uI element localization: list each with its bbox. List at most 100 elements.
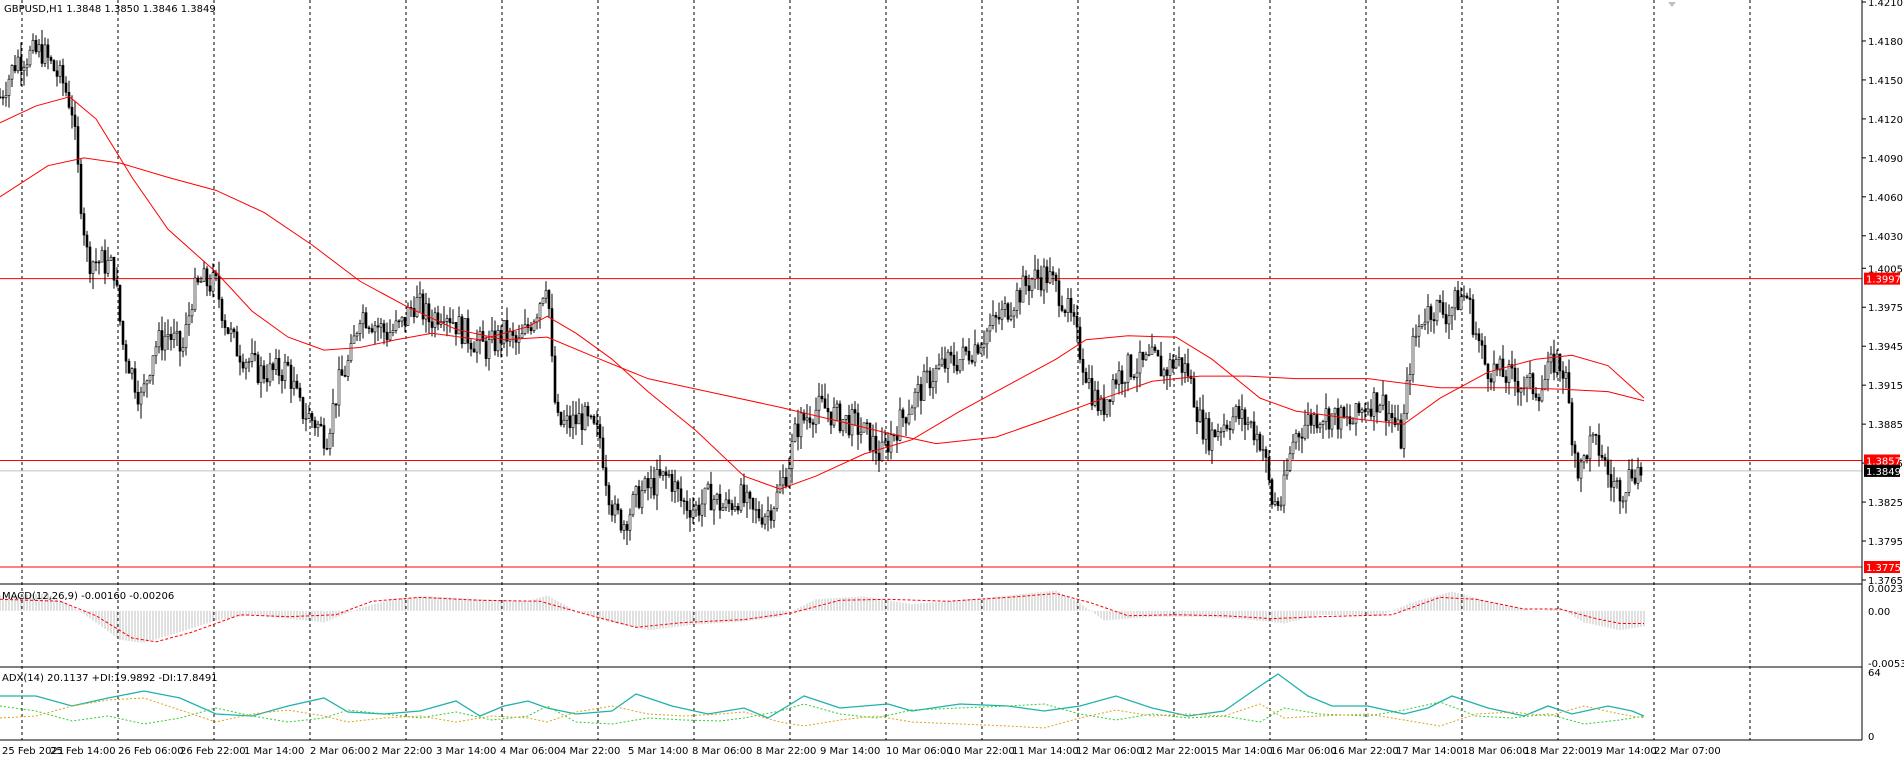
candle-body: [415, 297, 419, 318]
candle-body: [367, 327, 371, 330]
candle-body: [1216, 431, 1220, 438]
candle-body: [661, 471, 665, 476]
candle-body: [1450, 307, 1454, 317]
candle-body: [352, 335, 356, 344]
horizontal-levels[interactable]: [0, 278, 1862, 568]
candle-body: [289, 364, 293, 389]
candle-body: [1114, 379, 1118, 385]
candle-body: [235, 331, 239, 357]
candle-body: [448, 318, 452, 324]
time-tick-label: 22 Mar 07:00: [1654, 746, 1721, 757]
candle-body: [916, 384, 920, 393]
candle-body: [316, 423, 320, 429]
macd-header: MACD(12,26,9) -0.00160 -0.00206: [2, 591, 174, 602]
candle-body: [250, 353, 254, 362]
candle-body: [904, 417, 908, 424]
candle-body: [346, 360, 350, 377]
candle-body: [988, 325, 992, 332]
candle-body: [1126, 354, 1130, 383]
price-tick-label: 1.3795: [1868, 537, 1903, 548]
candle-body: [247, 361, 251, 363]
candle-body: [148, 375, 152, 382]
candle-body: [826, 407, 830, 413]
candle-body: [658, 469, 662, 476]
candle-body: [220, 298, 224, 321]
price-axis[interactable]: 1.4210 1.4180 1.4150 1.4120 1.4090 1.4060 1.40…: [1862, 0, 1904, 743]
candle-body: [1609, 474, 1613, 488]
candle-body: [1531, 373, 1535, 395]
candle-body: [1441, 302, 1445, 315]
candle-body: [1360, 409, 1364, 413]
candle-body: [1033, 269, 1037, 280]
time-tick-label: 1 Mar 14:00: [244, 746, 304, 757]
triangle-down-icon[interactable]: [1668, 2, 1676, 7]
time-tick-label: 2 Mar 06:00: [310, 746, 370, 757]
candle-body: [1567, 372, 1571, 404]
candle-body: [700, 503, 704, 516]
candle-body: [1417, 326, 1421, 337]
candle-body: [1393, 417, 1397, 426]
candle-body: [592, 415, 596, 424]
candle-body: [1399, 419, 1403, 449]
candle-body: [970, 359, 974, 363]
candle-body: [106, 260, 110, 274]
candle-body: [1429, 306, 1433, 320]
candle-body: [1597, 435, 1601, 456]
candle-body: [718, 493, 722, 511]
candle-body: [280, 375, 284, 381]
candle-body: [1243, 409, 1247, 425]
candle-body: [802, 412, 806, 421]
candle-body: [403, 316, 407, 326]
adx-tick-label: 0: [1868, 732, 1874, 743]
candle-body: [1222, 424, 1226, 432]
candle-body: [145, 380, 149, 385]
price-chart-pane[interactable]: GBPUSD,H1 1.3848 1.3850 1.3846 1.3849: [0, 2, 1862, 568]
candle-body: [1327, 408, 1331, 430]
candle-body: [1012, 309, 1016, 317]
candle-body: [1519, 388, 1523, 393]
adx-pane[interactable]: ADX(14) 20.1137 +DI:19.9892 -DI:17.8491: [0, 673, 1645, 729]
candle-body: [1030, 278, 1034, 292]
time-tick-label: 3 Mar 14:00: [436, 746, 496, 757]
macd-tick-label: 0.00: [1868, 607, 1890, 618]
candle-body: [487, 339, 491, 359]
candle-body: [1141, 351, 1145, 361]
candle-body: [319, 423, 323, 426]
candle-body: [871, 435, 875, 451]
candle-body: [1063, 310, 1067, 313]
candle-body: [604, 467, 608, 486]
price-tick-label: 1.3915: [1868, 381, 1903, 392]
candle-body: [1546, 361, 1550, 380]
candle-body: [1624, 492, 1628, 502]
candle-body: [1564, 372, 1568, 379]
candle-body: [571, 414, 575, 429]
time-tick-label: 25 Feb 2021: [2, 746, 64, 757]
candle-body: [1561, 370, 1565, 379]
candle-body: [4, 95, 8, 98]
candle-body: [1366, 408, 1370, 413]
candle-body: [1420, 323, 1424, 327]
candle-body: [730, 503, 734, 510]
candle-body: [1057, 280, 1061, 306]
candle-body: [13, 65, 17, 72]
candle-body: [1411, 335, 1415, 375]
candle-body: [310, 413, 314, 421]
candle-body: [94, 261, 98, 264]
candle-body: [1630, 469, 1634, 479]
candle-body: [637, 486, 641, 508]
candle-body: [166, 334, 170, 337]
candle-body: [679, 488, 683, 501]
macd-pane[interactable]: MACD(12,26,9) -0.00160 -0.00206: [0, 590, 1645, 643]
candle-body: [211, 272, 215, 292]
candle-body: [400, 316, 404, 322]
candle-body: [256, 354, 260, 384]
candle-body: [457, 316, 461, 335]
candle-body: [238, 355, 242, 363]
candle-body: [421, 293, 425, 320]
candle-body: [1465, 295, 1469, 299]
candle-body: [1456, 290, 1460, 310]
candle-body: [418, 293, 422, 298]
candle-body: [1174, 359, 1178, 369]
